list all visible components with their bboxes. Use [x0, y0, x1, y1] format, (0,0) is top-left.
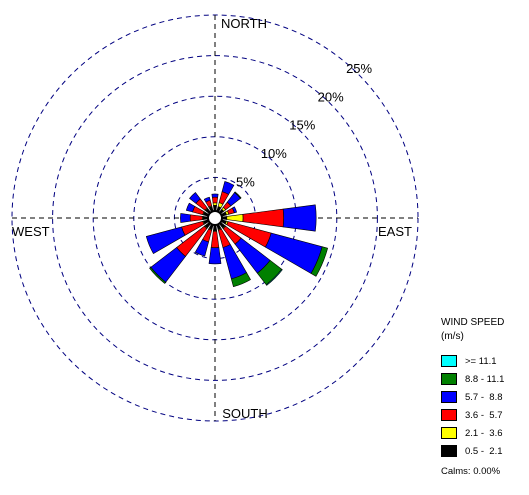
legend-item: 8.8 - 11.1 — [441, 370, 529, 388]
legend-item: 5.7 - 8.8 — [441, 388, 529, 406]
ring-label-20: 20% — [318, 89, 344, 104]
petal-segment-0-1 — [212, 202, 218, 206]
ring-20 — [52, 55, 378, 381]
petal-segment-90-3 — [282, 204, 317, 232]
petal-segment-180-3 — [208, 247, 222, 265]
ring-label-25: 25% — [346, 61, 372, 76]
wind-petals — [145, 181, 328, 288]
legend-label: 5.7 - 8.8 — [465, 391, 503, 403]
legend-swatch — [441, 391, 457, 403]
petal-segment-67.5-3 — [232, 206, 237, 214]
legend-label: >= 11.1 — [465, 355, 497, 367]
petal-segment-90-1 — [226, 214, 244, 222]
ring-label-10: 10% — [261, 146, 287, 161]
petal-segment-225-3 — [150, 247, 186, 283]
petal-segment-157.5-4 — [231, 272, 251, 288]
petal-segment-0-3 — [211, 193, 219, 198]
petal-segment-202.5-3 — [194, 239, 209, 257]
compass-label-north: NORTH — [221, 16, 267, 31]
petal-segment-270-2 — [189, 214, 203, 222]
legend-label: 3.6 - 5.7 — [465, 409, 503, 421]
legend-swatch — [441, 427, 457, 439]
legend-swatch — [441, 445, 457, 457]
legend-item: 0.5 - 2.1 — [441, 442, 529, 460]
compass-label-west: WEST — [12, 224, 50, 239]
ring-label-5: 5% — [236, 175, 255, 190]
legend-swatch — [441, 373, 457, 385]
petal-segment-112.5-4 — [310, 246, 328, 277]
ring-labels: 5% 10%15%20%25% — [236, 61, 373, 190]
petal-segment-90-2 — [242, 208, 285, 228]
petal-segment-225-4 — [149, 266, 167, 284]
petal-segment-180-2 — [210, 231, 220, 249]
legend-item: 3.6 - 5.7 — [441, 406, 529, 424]
legend-swatch — [441, 409, 457, 421]
petal-segment-45-4 — [234, 191, 242, 199]
legend-label: 2.1 - 3.6 — [465, 427, 503, 439]
legend-title-line2: (m/s) — [441, 331, 464, 342]
legend-title: WIND SPEED (m/s) — [441, 316, 529, 344]
legend: WIND SPEED (m/s) >= 11.1 8.8 - 11.1 5.7 … — [441, 316, 529, 477]
petal-segment-0-2 — [211, 196, 219, 204]
center-circle — [207, 210, 223, 226]
legend-swatch — [441, 355, 457, 367]
petal-segment-270-3 — [180, 213, 191, 223]
legend-item: 2.1 - 3.6 — [441, 424, 529, 442]
calms-label: Calms: 0.00% — [441, 466, 501, 477]
petal-segment-135-5 — [265, 268, 283, 286]
legend-title-line1: WIND SPEED — [441, 317, 505, 328]
center-calm-circle — [207, 210, 223, 226]
petal-segment-22.5-3 — [221, 181, 235, 195]
ring-label-15: 15% — [289, 118, 315, 133]
petal-segment-337.5-3 — [203, 196, 211, 203]
petal-segment-315-3 — [189, 192, 201, 204]
petal-segment-247.5-3 — [145, 226, 186, 254]
legend-label: 8.8 - 11.1 — [465, 373, 505, 385]
compass-label-east: EAST — [378, 224, 412, 239]
compass-label-south: SOUTH — [222, 406, 268, 421]
legend-label: 0.5 - 2.1 — [465, 445, 503, 457]
legend-item: >= 11.1 — [441, 352, 529, 370]
petal-segment-292.5-3 — [185, 202, 196, 213]
